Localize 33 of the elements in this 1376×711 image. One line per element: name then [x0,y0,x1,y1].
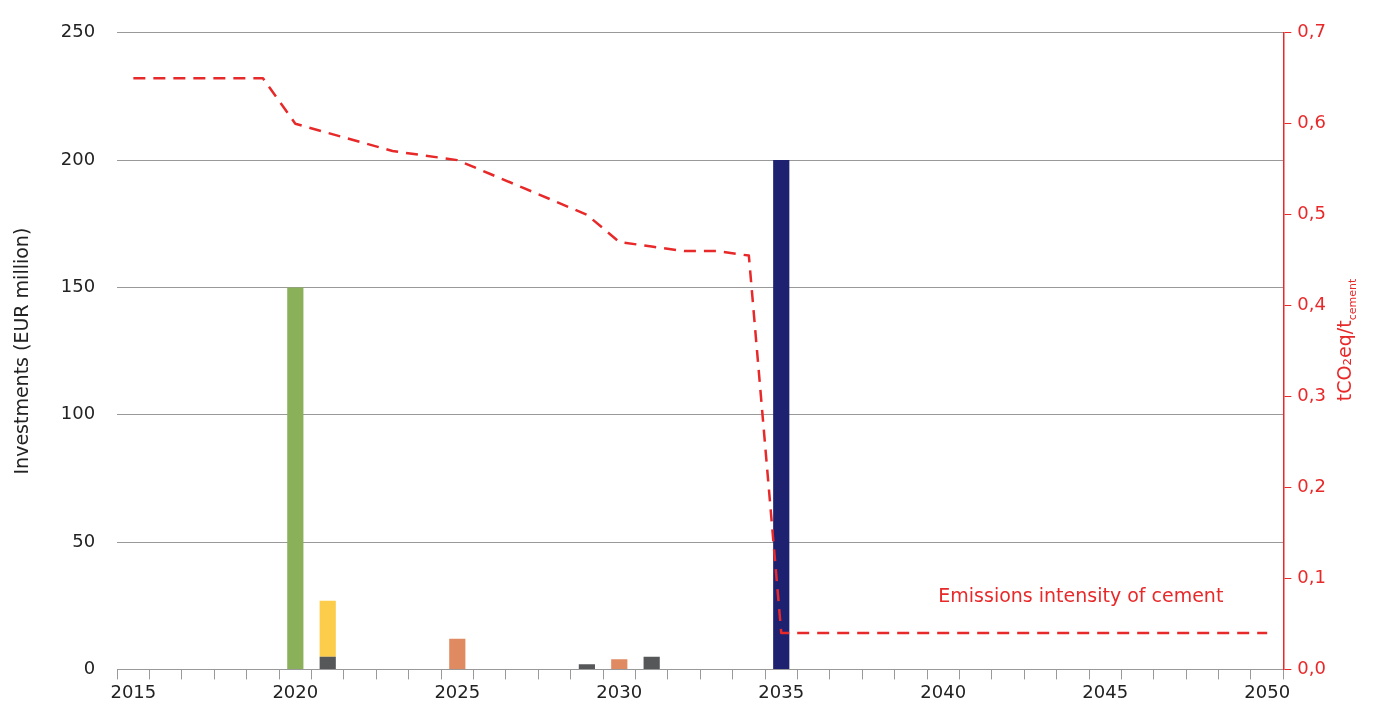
y2-tick-label: 0,2 [1297,475,1327,497]
x-tick-label: 2035 [758,680,805,702]
x-tick-label: 2030 [596,680,643,702]
y-tick-label: 150 [60,275,96,297]
y2-tick-label: 0,1 [1297,566,1327,588]
x-tick-label: 2015 [110,680,157,702]
y2-tick-label: 0,3 [1297,384,1327,406]
y2-tick-label: 0,5 [1297,202,1327,224]
bar [449,638,466,669]
x-tick-label: 2050 [1244,680,1291,702]
bar [643,656,660,669]
y-tick-label: 250 [60,20,96,42]
bar [319,656,336,669]
bar [319,600,336,657]
y-tick-label: 200 [60,147,96,169]
y-tick-label: 0 [83,657,96,679]
y2-tick-label: 0,4 [1297,293,1327,315]
y-axis-title: Investments (EUR million) [10,227,33,475]
y-tick-label: 50 [72,529,96,551]
x-tick-label: 2025 [434,680,481,702]
bar [287,287,304,669]
annotation: Emissions intensity of cement [938,584,1224,607]
y2-tick-label: 0,0 [1297,657,1327,679]
y2-tick-label: 0,6 [1297,111,1327,133]
y2-tick-label: 0,7 [1297,20,1327,42]
line-series [132,77,1269,635]
bar [773,160,790,669]
y-tick-label: 100 [60,402,96,424]
x-tick-label: 2020 [272,680,319,702]
x-tick-label: 2045 [1082,680,1129,702]
bar [578,664,595,669]
x-tick-label: 2040 [920,680,967,702]
bar [611,659,628,669]
